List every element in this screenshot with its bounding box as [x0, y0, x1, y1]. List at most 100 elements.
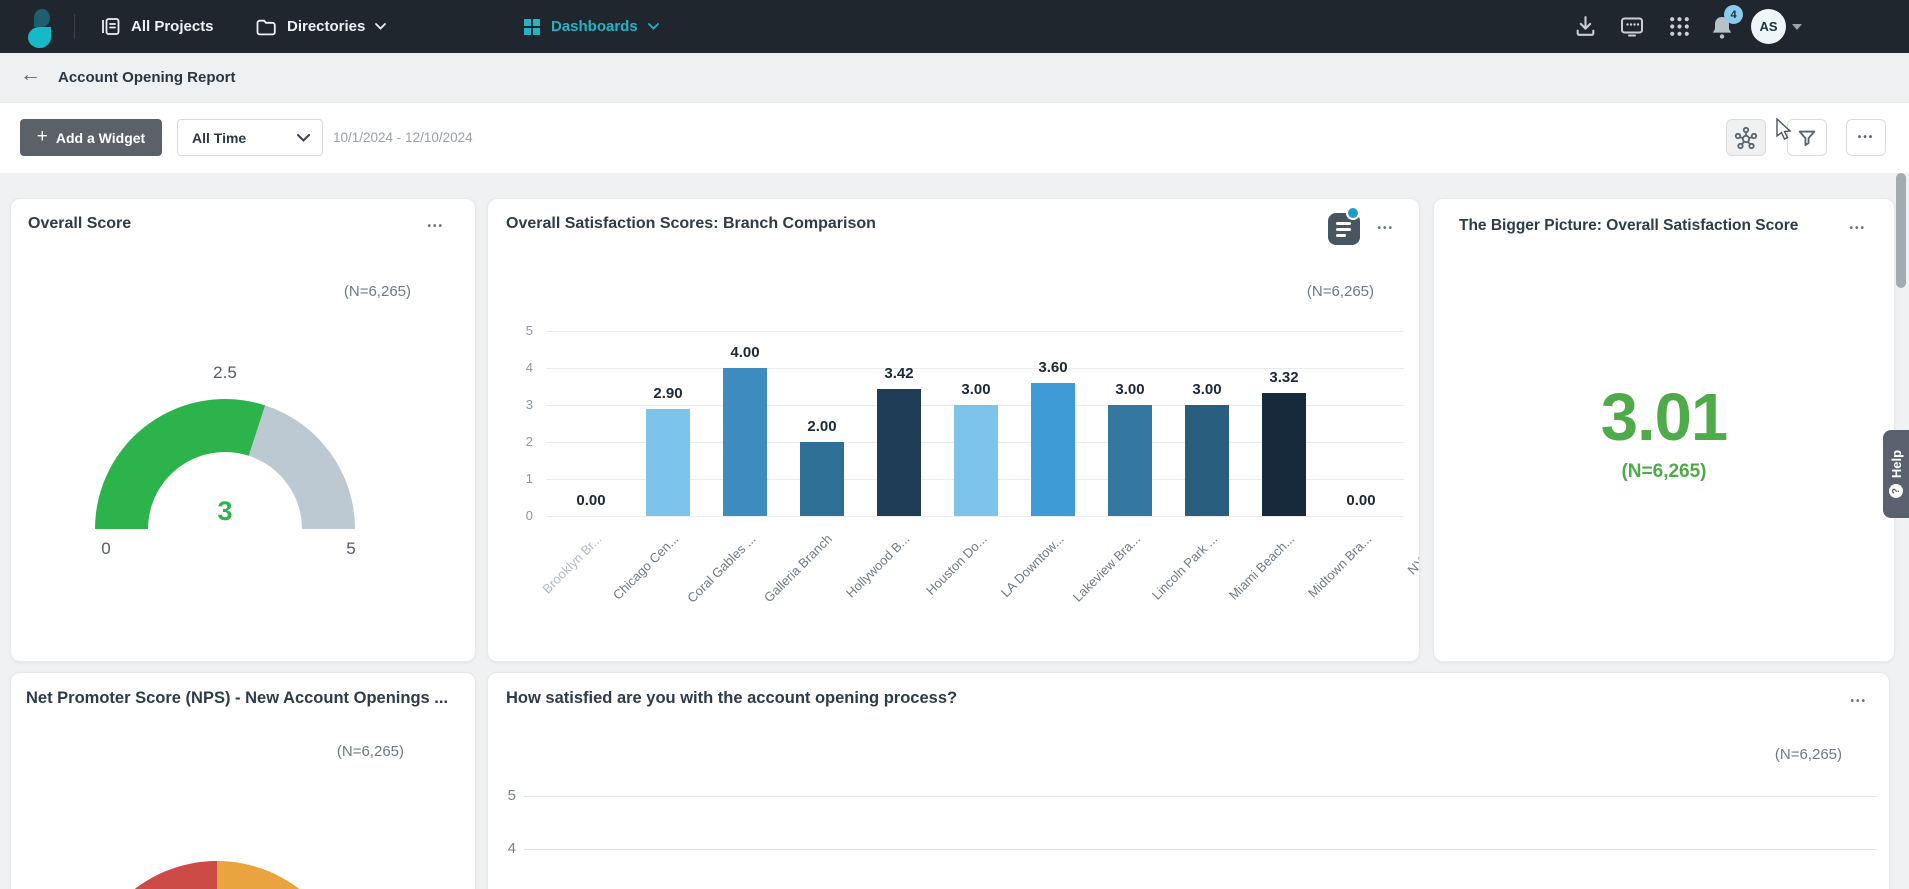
gauge-max-label: 5 — [346, 539, 356, 558]
sample-size-label: (N=6,265) — [1774, 746, 1842, 763]
widget-title: How satisfied are you with the account o… — [506, 689, 958, 707]
mouse-cursor — [1776, 118, 1792, 140]
y-axis-tick: 1 — [525, 471, 533, 486]
y-axis-tick: 2 — [525, 434, 533, 449]
notification-count: 4 — [1730, 8, 1737, 21]
top-navbar: All Projects Directories Dashboards — [0, 0, 1909, 53]
help-tab[interactable]: ? Help — [1883, 430, 1909, 518]
nav-label: Directories — [287, 18, 366, 35]
bar-value-label: 3.00 — [1115, 381, 1145, 398]
y-axis-tick: 5 — [525, 323, 533, 338]
bar-Hollywood B...[interactable] — [877, 389, 921, 516]
dashboards-grid-icon — [524, 18, 540, 35]
bar-value-label: 2.00 — [807, 418, 837, 435]
time-filter-value: All Time — [192, 129, 247, 146]
toggle-notification-dot — [1346, 206, 1360, 220]
bar-Lakeview Bra...[interactable] — [1108, 405, 1152, 516]
filter-button[interactable] — [1787, 119, 1827, 156]
nav-item-all-projects[interactable]: All Projects — [100, 0, 214, 53]
chevron-down-icon — [647, 23, 659, 30]
sample-size-label: (N=6,265) — [1621, 461, 1707, 482]
widget-menu-button[interactable]: ••• — [1377, 223, 1394, 234]
logo-drop-dark — [34, 9, 50, 27]
add-widget-button[interactable]: + Add a Widget — [20, 119, 162, 156]
back-arrow-icon[interactable]: ← — [20, 63, 41, 86]
widget-menu-button[interactable]: ••• — [427, 221, 444, 232]
nav-divider — [74, 14, 75, 39]
x-axis-label: Miami Beach... — [1225, 531, 1298, 603]
widget-title: Overall Score — [28, 215, 132, 232]
sample-size-label: (N=6,265) — [1306, 283, 1374, 300]
bar-value-label: 0.00 — [1346, 492, 1376, 509]
nav-label: Dashboards — [551, 18, 638, 35]
gauge-min-label: 0 — [101, 539, 111, 558]
pie-slice[interactable] — [82, 861, 217, 889]
align-line — [1336, 234, 1346, 237]
bar-Galleria Branch[interactable] — [800, 442, 844, 516]
download-icon[interactable] — [1573, 14, 1598, 39]
x-axis-label: Lincoln Park ... — [1148, 531, 1221, 603]
chevron-down-icon — [297, 131, 310, 145]
bar-Lincoln Park ...[interactable] — [1185, 405, 1229, 516]
x-axis-label: LA Downtow... — [997, 531, 1067, 601]
filter-funnel-icon — [1798, 130, 1816, 146]
bar-Houston Do...[interactable] — [954, 405, 998, 516]
widget-menu-button[interactable]: ••• — [1849, 223, 1866, 234]
y-axis-tick: 4 — [507, 840, 516, 857]
help-label: Help — [1888, 449, 1904, 479]
widget-title: The Bigger Picture: Overall Satisfaction… — [1459, 217, 1799, 234]
gridline — [524, 796, 1877, 797]
ellipsis-icon: ••• — [1857, 132, 1875, 143]
distribute-hub-button[interactable] — [1726, 119, 1766, 156]
align-line — [1336, 222, 1351, 225]
brand-logo[interactable] — [26, 4, 60, 50]
nav-item-dashboards[interactable]: Dashboards — [523, 0, 659, 53]
gauge-chart — [95, 399, 355, 529]
bar-LA Downtow...[interactable] — [1031, 383, 1075, 516]
widget-nps: Net Promoter Score (NPS) - New Account O… — [10, 672, 476, 889]
bar-Coral Gables ...[interactable] — [723, 368, 767, 516]
avatar[interactable]: AS — [1751, 9, 1786, 44]
x-axis-label: Galleria Branch — [761, 531, 836, 606]
gauge-arc — [95, 399, 266, 529]
bar-value-label: 3.00 — [961, 381, 991, 398]
x-axis-label: Coral Gables ... — [683, 531, 759, 606]
presentation-screen-icon[interactable] — [1619, 14, 1645, 39]
nav-label: All Projects — [131, 18, 214, 35]
widget-bigger-picture: The Bigger Picture: Overall Satisfaction… — [1433, 198, 1895, 662]
gridline — [546, 516, 1404, 517]
time-filter-select[interactable]: All Time — [177, 119, 323, 156]
gridline — [524, 849, 1877, 850]
nav-item-directories[interactable]: Directories — [255, 0, 387, 53]
sample-size-label: (N=6,265) — [336, 743, 404, 760]
x-axis-label: Brooklyn Br... — [539, 531, 605, 597]
gauge-mid-tick-label: 2.5 — [213, 363, 237, 382]
widget-title: Net Promoter Score (NPS) - New Account O… — [26, 689, 449, 707]
widget-title: Overall Satisfaction Scores: Branch Comp… — [506, 215, 876, 232]
plus-icon: + — [36, 125, 48, 147]
avatar-initials: AS — [1759, 19, 1778, 34]
chevron-down-icon — [375, 23, 387, 30]
x-axis-label: Midtown Bra... — [1304, 531, 1375, 601]
pie-slice[interactable] — [217, 861, 352, 889]
widget-menu-button[interactable]: ••• — [1850, 696, 1867, 707]
dashboard-toolbar: + Add a Widget All Time 10/1/2024 - 12/1… — [0, 103, 1909, 173]
kpi-value: 3.01 — [1600, 380, 1728, 455]
notification-badge: 4 — [1724, 5, 1743, 24]
projects-icon — [102, 18, 120, 35]
scrollbar-thumb[interactable] — [1896, 173, 1906, 288]
apps-grid-icon[interactable] — [1667, 14, 1692, 39]
bar-Miami Beach...[interactable] — [1262, 393, 1306, 516]
logo-drop-teal — [28, 27, 51, 48]
bar-value-label: 4.00 — [730, 344, 760, 361]
y-axis-tick: 0 — [525, 508, 533, 523]
more-options-button[interactable]: ••• — [1846, 119, 1886, 156]
question-mark-icon: ? — [1889, 484, 1903, 499]
x-axis-label: Hollywood B... — [842, 531, 913, 601]
bar-Chicago Cen...[interactable] — [646, 409, 690, 516]
y-axis-tick: 4 — [525, 360, 533, 375]
avatar-caret-icon[interactable] — [1792, 24, 1802, 30]
date-range-label: 10/1/2024 - 12/10/2024 — [333, 130, 473, 145]
